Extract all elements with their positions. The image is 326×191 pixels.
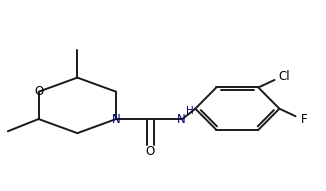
Text: N: N [176,112,185,125]
Text: N: N [112,112,121,125]
Text: O: O [34,85,43,98]
Text: O: O [145,145,155,158]
Text: Cl: Cl [278,70,290,83]
Text: H: H [185,106,193,116]
Text: F: F [301,113,307,126]
